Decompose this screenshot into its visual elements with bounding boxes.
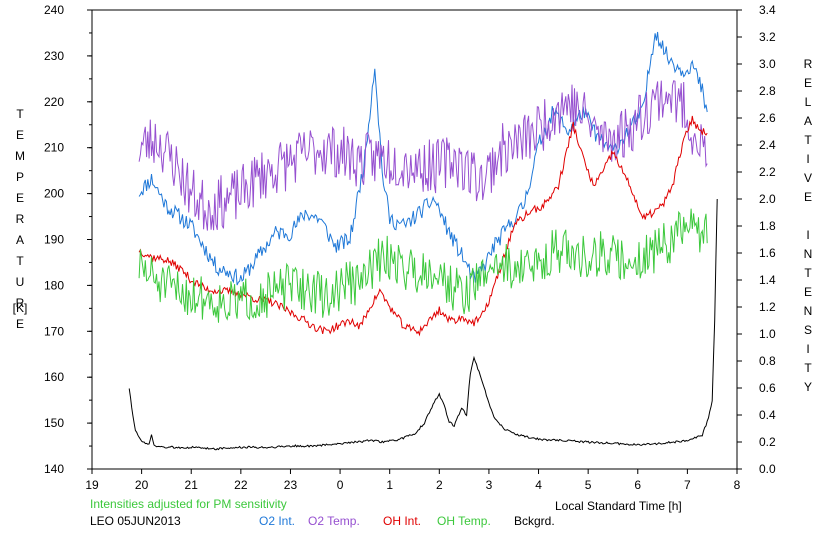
y-right-tick-label: 0.2 [759,435,776,449]
axis-title-letter: E [803,285,812,299]
legend-o2-temp: O2 Temp. [308,514,360,528]
chart-note: Intensities adjusted for PM sensitivity [90,497,287,511]
y-left-tick-label: 180 [44,278,64,292]
x-tick-label: 1 [386,478,393,492]
axis-title-letter: E [15,191,24,205]
y-right-tick-label: 3.4 [759,3,776,17]
legend-oh-int: OH Int. [383,514,422,528]
legend-o2-int: O2 Int. [259,514,296,528]
y-right-tick-label: 2.2 [759,165,776,179]
axis-title-letter: A [803,114,812,128]
plot-frame [91,9,738,470]
x-tick-label: 4 [535,478,542,492]
x-tick-label: 8 [734,478,741,492]
axis-title-letter: U [15,275,25,289]
axis-title-letter: M [15,149,25,163]
axis-title-letter: L [804,95,812,109]
axis-title-letter: T [16,107,24,121]
y-left-tick-label: 220 [44,95,64,109]
series-line-oh-temp [138,208,708,323]
y-left-tick-label: 160 [44,370,64,384]
y-left-tick-label: 200 [44,187,64,201]
x-tick-label: 3 [486,478,493,492]
y-left-tick-label: 210 [44,141,64,155]
y-right-tick-label: 1.6 [759,246,776,260]
axis-title-letter: I [806,152,810,166]
y-right-tick-label: 2.8 [759,84,776,98]
x-tick-label: 0 [337,478,344,492]
y-right-tick-label: 0.8 [759,354,776,368]
y-right-tick-label: 2.4 [759,138,776,152]
axis-title-letter: T [804,361,812,375]
footer-id: LEO 05JUN2013 [90,514,181,528]
axis-title-letter: P [15,170,24,184]
y-right-tick-label: 0.6 [759,381,776,395]
axis-title-letter [800,207,816,226]
y-right-tick-label: 2.6 [759,111,776,125]
x-tick-label: 7 [684,478,691,492]
y-right-tick-label: 3.2 [759,30,776,44]
legend-bckgrd: Bckgrd. [514,514,555,528]
axis-title-letter: T [804,133,812,147]
x-tick-label: 21 [185,478,199,492]
y-left-tick-label: 170 [44,324,64,338]
y-right-tick-label: 1.2 [759,300,776,314]
axis-title-letter: S [803,323,812,337]
axis-title-letter: I [806,342,810,356]
x-tick-label: 6 [634,478,641,492]
series-line-o2-temp [138,80,708,231]
axis-title-letter: R [803,57,813,71]
axis-title-letter: R [15,212,25,226]
y-right-tick-label: 0.4 [759,408,776,422]
axis-title-letter: T [16,254,24,268]
series-line-bckgrd [128,198,718,451]
axis-title-letter: E [803,76,812,90]
axis-title-letter: V [803,171,812,185]
axis-title-letter: Y [803,380,812,394]
axis-title-letter: N [803,304,813,318]
x-tick-label: 19 [85,478,99,492]
y-left-axis-unit: [K] [12,301,28,315]
axis-title-letter: A [15,233,24,247]
x-tick-label: 22 [234,478,248,492]
axis-title-letter: I [806,228,810,242]
y-left-tick-label: 190 [44,233,64,247]
x-axis-title: Local Standard Time [h] [555,499,682,513]
axis-title-letter: R [15,296,25,310]
axis-title-letter: E [15,317,24,331]
y-left-tick-label: 230 [44,49,64,63]
legend-oh-temp: OH Temp. [437,514,491,528]
x-tick-label: 5 [585,478,592,492]
y-right-tick-label: 1.4 [759,273,776,287]
y-right-tick-label: 2.0 [759,192,776,206]
axis-title-letter: T [804,266,812,280]
y-right-tick-label: 1.8 [759,219,776,233]
axis-title-letter: N [803,247,813,261]
axis-title-letter: E [15,128,24,142]
y-left-tick-label: 140 [44,462,64,476]
x-tick-label: 23 [284,478,298,492]
y-left-tick-label: 240 [44,3,64,17]
y-right-tick-label: 3.0 [759,57,776,71]
y-left-tick-label: 150 [44,416,64,430]
x-tick-label: 2 [436,478,443,492]
x-tick-label: 20 [135,478,149,492]
y-right-tick-label: 0.0 [759,462,776,476]
axis-title-letter: E [803,190,812,204]
y-right-tick-label: 1.0 [759,327,776,341]
